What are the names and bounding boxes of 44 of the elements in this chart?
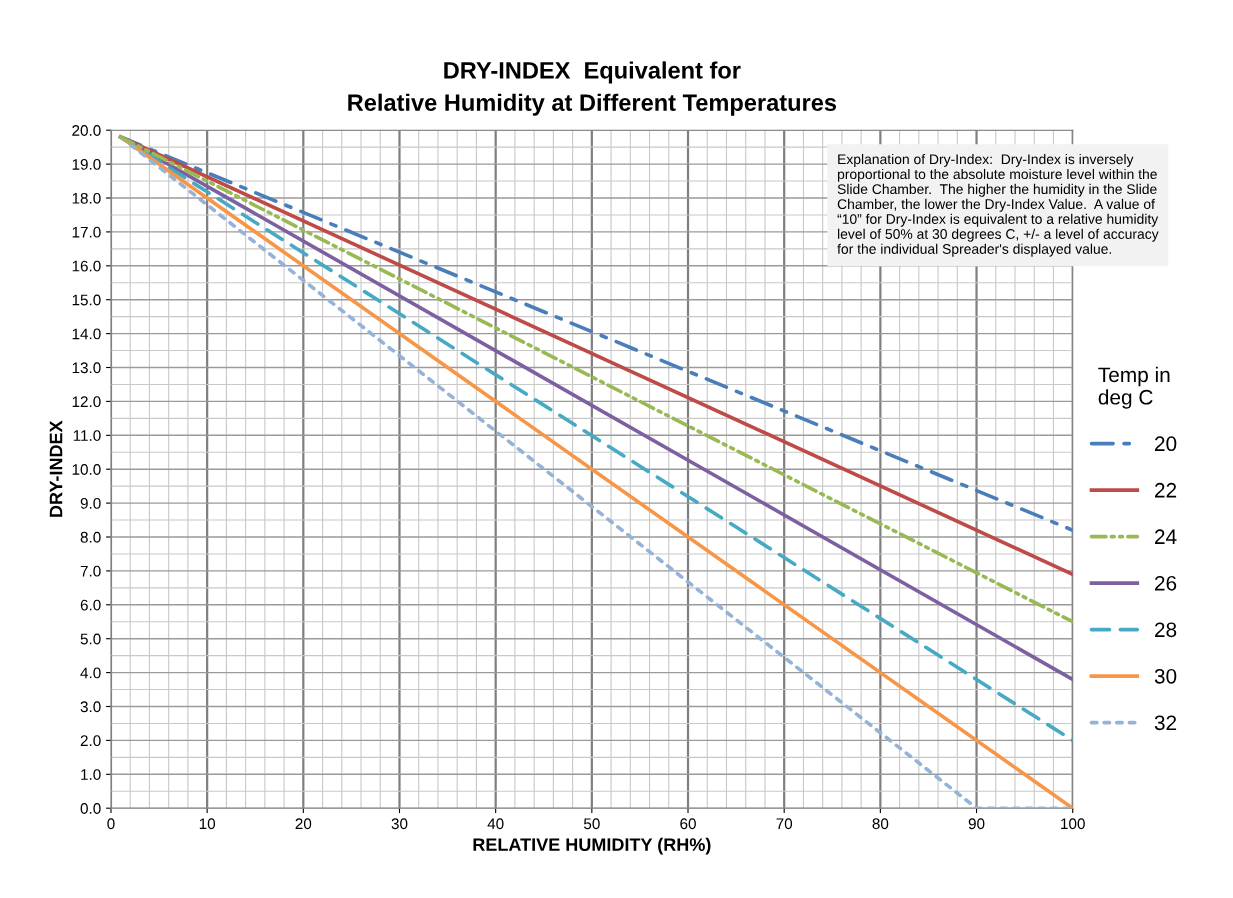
x-tick-label: 40 [487,818,504,830]
x-tick-label: 80 [872,818,889,830]
x-tick-label: 20 [295,818,312,830]
y-axis-title: DRY-INDEX [49,420,63,517]
x-tick-label: 60 [680,818,696,830]
chart-title: DRY-INDEX Equivalent for Relative Humidity at Different Temperatures [348,61,837,116]
y-tick-label: 0.0 [80,803,101,814]
y-tick-label: 2.0 [80,735,101,747]
legend-label: 32 [1154,715,1177,731]
y-tick-label: 5.0 [80,633,101,645]
y-tick-label: 19.0 [72,158,101,170]
x-tick-label: 90 [968,818,985,830]
x-tick-label: 70 [776,818,793,830]
y-tick-label: 13.0 [72,362,101,374]
x-tick-label: 0 [107,818,115,830]
y-tick-label: 14.0 [72,328,101,340]
legend-label: 30 [1154,668,1177,684]
legend-label: 22 [1155,482,1177,498]
annotation: Explanation of Dry-Index: Dry-Index is inversely proportional to the absolute moisture level within the Slide Chamber. The higher the humidity in the Slide Chamber, the lower the Dry-Index Value. A value of “10” for Dry-Index is equivalent to a relative humidity level of 50% at 30 degrees C, +/- a level of accuracy for the individual Spreader's displayed value. [837,153,1159,257]
legend-title: Temp in deg C [1098,366,1170,409]
y-tick-label: 3.0 [80,701,101,713]
x-tick-label: 30 [391,818,408,830]
y-tick-label: 8.0 [80,531,101,543]
y-tick-label: 10.0 [72,464,101,475]
y-tick-label: 7.0 [80,565,101,577]
y-tick-label: 18.0 [72,192,101,204]
legend-label: 20 [1155,436,1177,452]
y-tick-label: 17.0 [72,226,101,238]
legend-label: 26 [1155,575,1177,591]
y-tick-label: 6.0 [80,599,101,611]
x-tick-label: 10 [199,818,216,830]
y-tick-label: 9.0 [80,497,101,509]
x-tick-label: 50 [583,818,600,830]
y-tick-label: 4.0 [80,667,101,679]
legend-label: 28 [1155,622,1177,638]
y-tick-label: 1.0 [81,769,101,780]
y-tick-label: 11.0 [73,430,101,441]
y-tick-label: 20.0 [72,125,101,136]
y-tick-label: 16.0 [72,260,101,272]
y-tick-label: 15.0 [72,294,101,306]
x-tick-label: 100 [1061,818,1085,830]
y-tick-label: 12.0 [72,396,101,408]
x-axis-title: RELATIVE HUMIDITY (RH%) [473,837,711,855]
legend-label: 24 [1155,529,1177,544]
